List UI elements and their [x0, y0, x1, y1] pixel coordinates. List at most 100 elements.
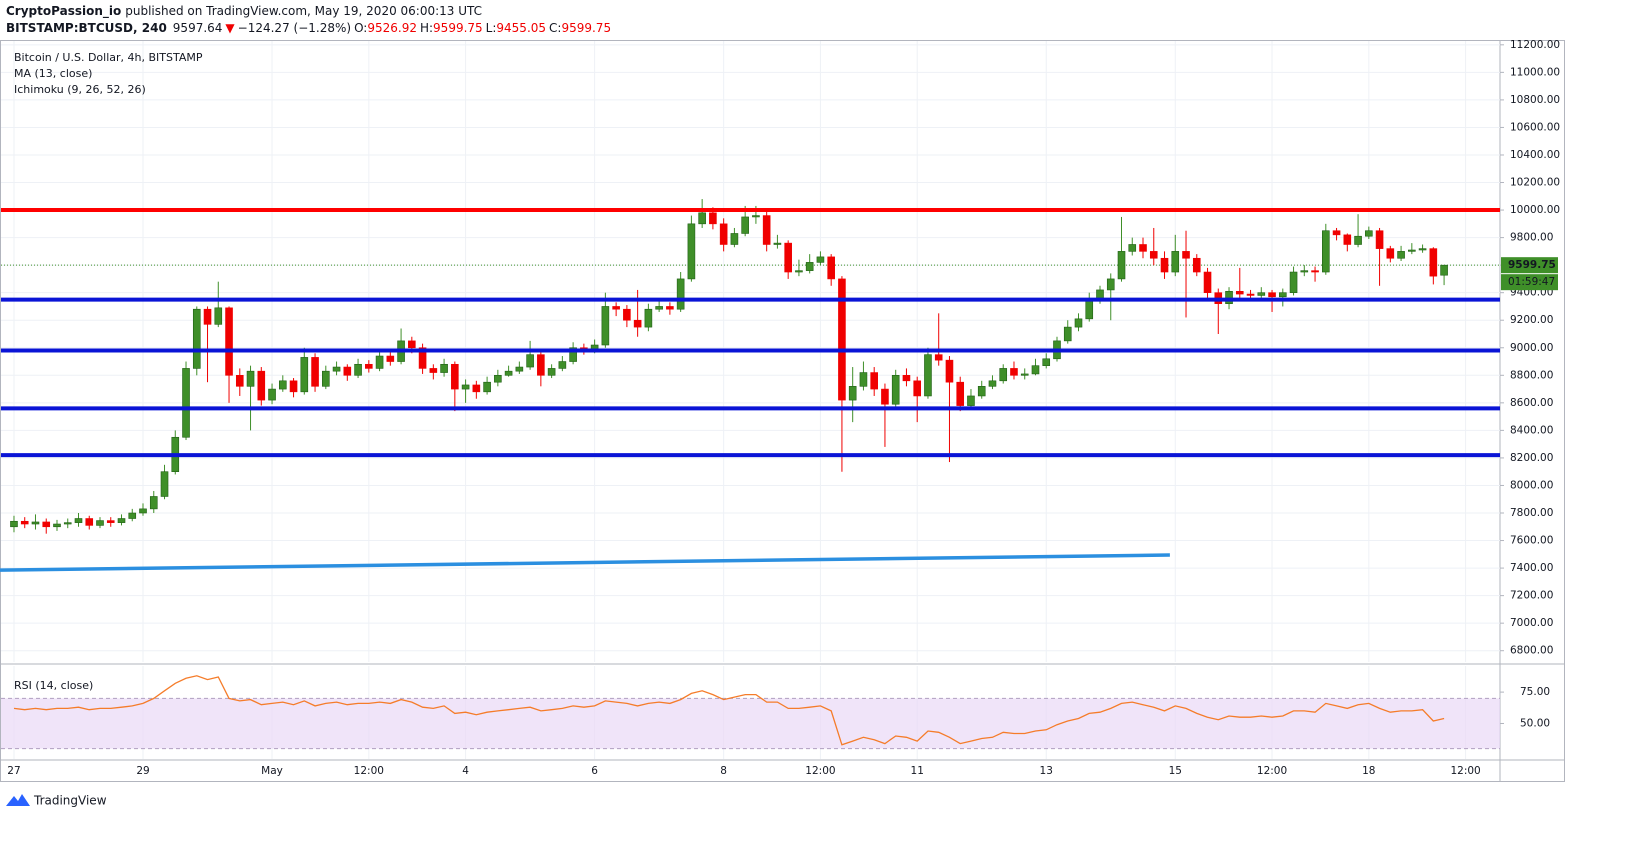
y-tick-label: 8200.00 — [1510, 452, 1553, 464]
y-tick-label: 11200.00 — [1510, 39, 1560, 51]
candle-body — [53, 523, 61, 528]
x-tick-label: May — [261, 765, 283, 777]
candle-body — [504, 370, 513, 376]
candle-body — [1117, 251, 1126, 280]
y-tick-label: 10600.00 — [1510, 121, 1560, 133]
candle-body — [752, 215, 760, 218]
candle-body — [10, 520, 18, 528]
chart-layer: 27 29 May 12:00 4 6 8 12:00 11 13 15 12:00 18 12:00 68… — [0, 39, 1565, 782]
candle-body — [1375, 230, 1384, 249]
candle-body — [1343, 234, 1352, 245]
footer-text: TradingView — [33, 794, 107, 808]
candle-body — [74, 518, 83, 523]
candle-body — [741, 216, 749, 234]
candle-body — [719, 223, 728, 245]
x-tick-label: 6 — [591, 765, 598, 777]
candle-body — [451, 363, 459, 390]
x-tick-label: 12:00 — [805, 765, 835, 777]
candle-body — [268, 388, 276, 401]
candle-body — [805, 262, 814, 271]
h-value: 9599.75 — [433, 21, 483, 35]
x-tick-label: 4 — [462, 765, 469, 777]
published: published on TradingView.com, May 19, 20… — [125, 4, 482, 18]
candle-body — [676, 278, 685, 310]
publisher: CryptoPassion_io — [6, 4, 121, 19]
candle-body — [1031, 365, 1040, 375]
candle-body — [547, 368, 556, 376]
candle-body — [633, 319, 642, 328]
candle-body — [1139, 244, 1147, 252]
candle-body — [687, 223, 696, 280]
candle-body — [709, 212, 717, 225]
y-tick-label: 7600.00 — [1510, 535, 1553, 547]
logo-icon — [6, 794, 30, 806]
y-tick-label: 10200.00 — [1510, 177, 1560, 189]
y-tick-label: 6800.00 — [1510, 645, 1553, 657]
last-price: 9597.64 — [173, 21, 223, 35]
candle-body — [128, 512, 137, 519]
candle-body — [1192, 257, 1201, 273]
y-tick-label: 75.00 — [1520, 686, 1550, 698]
candle-body — [870, 372, 878, 390]
candle-body — [278, 380, 287, 390]
countdown: 01:59:47 — [1508, 276, 1555, 288]
candle-body — [569, 347, 577, 362]
candle-body — [429, 368, 438, 373]
candle-body — [848, 386, 857, 401]
candle-body — [375, 355, 384, 369]
candle-body — [1268, 292, 1276, 298]
candle-body — [418, 347, 427, 369]
candle-body — [773, 242, 782, 245]
candle-body — [537, 354, 545, 376]
candle-body — [827, 256, 835, 280]
candle-body — [494, 375, 502, 383]
symbol: BITSTAMP:BTCUSD, 240 — [6, 21, 167, 35]
x-tick-label: 27 — [7, 765, 20, 777]
candle-body — [999, 368, 1008, 382]
candle-body — [1225, 291, 1233, 304]
candle-body — [322, 370, 330, 387]
y-tick-label: 9000.00 — [1510, 342, 1553, 354]
candle-body — [816, 256, 825, 263]
countdown-box — [1501, 274, 1558, 291]
candle-body — [1278, 292, 1287, 298]
indicator-legend: Ichimoku (9, 26, 52, 26) — [14, 83, 146, 96]
candle-body — [139, 508, 147, 514]
candle-body — [1235, 291, 1244, 295]
candle-body — [623, 308, 631, 321]
candle-body — [192, 308, 201, 369]
candle-body — [1440, 264, 1448, 276]
candle-body — [526, 354, 534, 368]
footer-logo: TradingView — [6, 794, 107, 808]
candle-body — [1257, 292, 1266, 296]
candle-body — [182, 368, 190, 438]
candle-body — [1182, 251, 1190, 259]
symbol-line: BITSTAMP:BTCUSD, 240 9597.64 ▼ −124.27 (−1.… — [6, 21, 611, 35]
candle-body — [472, 384, 481, 393]
y-tick-label: 8000.00 — [1510, 479, 1553, 491]
rsi-line — [13, 675, 1445, 746]
candle-body — [117, 518, 126, 523]
candle-body — [730, 233, 739, 245]
y-tick-label: 8800.00 — [1510, 369, 1553, 381]
candle-body — [515, 366, 524, 372]
frame — [0, 40, 1565, 782]
y-tick-label: 8600.00 — [1510, 397, 1553, 409]
candle-body — [63, 522, 72, 525]
l-value: 9455.05 — [496, 21, 546, 35]
y-tick-label: 50.00 — [1520, 717, 1550, 729]
candle-body — [762, 215, 771, 245]
candle-body — [913, 380, 922, 397]
o-label: O: — [354, 21, 367, 35]
candle-body — [1128, 244, 1137, 252]
y-tick-label: 7000.00 — [1510, 617, 1553, 629]
candle-body — [1397, 251, 1405, 259]
candle-body — [461, 384, 470, 390]
candle-body — [31, 521, 40, 525]
candle-body — [902, 375, 911, 382]
c-label: C: — [549, 21, 561, 35]
x-tick-label: 12:00 — [1257, 765, 1287, 777]
candle-body — [1149, 251, 1158, 259]
x-tick-label: 13 — [1040, 765, 1053, 777]
